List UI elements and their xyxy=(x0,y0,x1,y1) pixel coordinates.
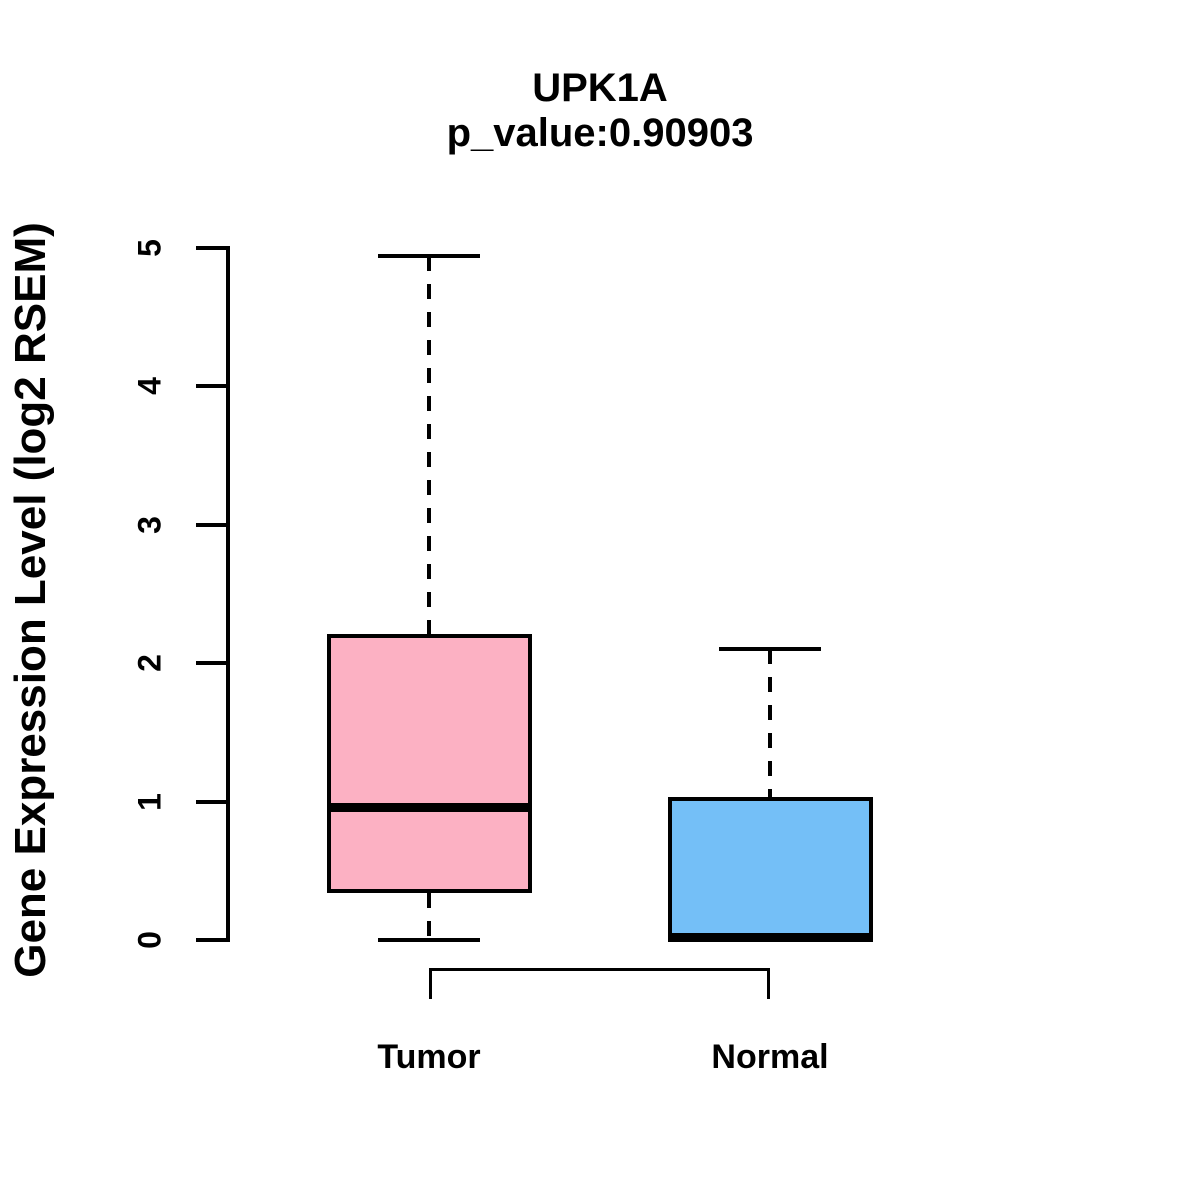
tumor-lower-whisker-cap xyxy=(377,938,481,942)
normal-box xyxy=(667,797,873,940)
tumor-median-line xyxy=(326,802,532,812)
y-tick-label: 4 xyxy=(131,377,168,396)
tumor-upper-whisker-cap xyxy=(377,254,481,259)
y-axis-line xyxy=(226,246,230,942)
y-tick-label: 3 xyxy=(131,515,168,534)
tumor-lower-whisker xyxy=(427,892,431,940)
y-tick-label: 5 xyxy=(131,239,168,257)
y-tick xyxy=(196,938,226,942)
y-tick xyxy=(196,522,226,527)
normal-median-line xyxy=(667,932,873,942)
comparison-bracket-left xyxy=(429,968,432,999)
y-tick xyxy=(196,246,226,250)
normal-upper-whisker-cap xyxy=(718,647,822,652)
normal-upper-whisker xyxy=(768,649,772,798)
tumor-upper-whisker xyxy=(427,256,431,635)
chart-subtitle: p_value:0.90903 xyxy=(446,110,754,155)
tumor-box xyxy=(326,634,532,893)
y-tick-label: 2 xyxy=(131,654,168,673)
y-tick-label: 1 xyxy=(131,792,168,811)
comparison-bracket-right xyxy=(767,968,770,999)
y-tick xyxy=(196,661,226,666)
y-tick xyxy=(196,799,226,804)
x-category-label-tumor: Tumor xyxy=(377,1038,481,1076)
x-category-label-normal: Normal xyxy=(711,1038,829,1076)
y-tick-label: 0 xyxy=(131,931,168,949)
chart-title: UPK1A xyxy=(532,66,668,110)
y-axis-title: Gene Expression Level (log2 RSEM) xyxy=(6,222,55,978)
y-tick xyxy=(196,384,226,389)
comparison-bracket-top xyxy=(429,968,770,971)
chart-title-block: UPK1A p_value:0.90903 xyxy=(0,66,1200,156)
